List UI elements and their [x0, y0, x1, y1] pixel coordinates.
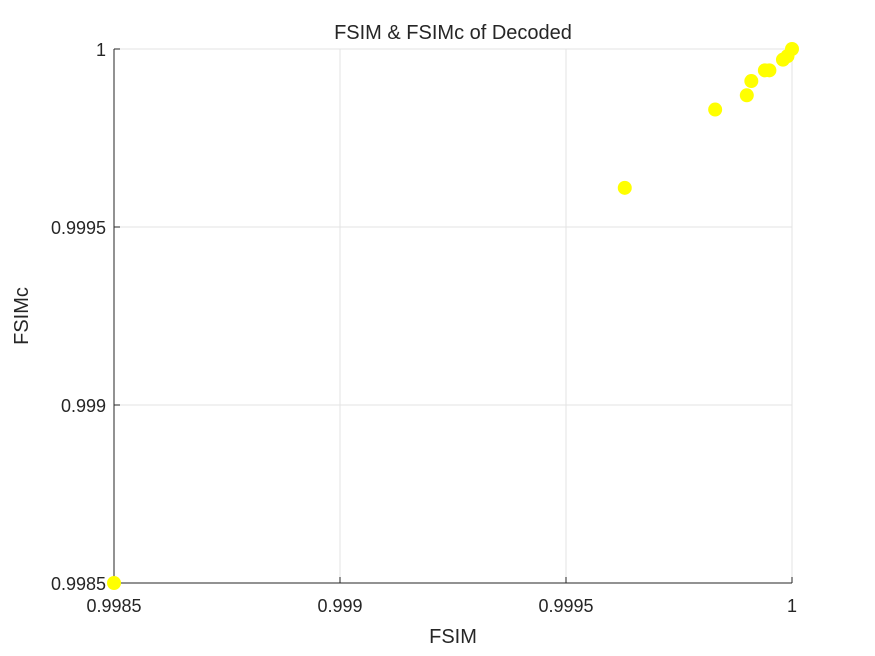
- data-point: [785, 42, 799, 56]
- x-axis-label: FSIM: [429, 626, 477, 648]
- data-point: [762, 63, 777, 78]
- data-point: [739, 88, 754, 103]
- y-tick-label: 0.9995: [51, 218, 106, 238]
- x-tick-label: 0.9985: [86, 596, 141, 616]
- axes: [113, 49, 792, 584]
- x-tick-label: 0.999: [317, 596, 362, 616]
- data-points: [107, 42, 799, 590]
- chart-title: FSIM & FSIMc of Decoded: [334, 22, 572, 44]
- data-point: [744, 74, 759, 89]
- x-tick-label: 0.9995: [538, 596, 593, 616]
- grid: [113, 48, 793, 584]
- data-point: [107, 576, 121, 590]
- y-axis-label: FSIMc: [11, 287, 33, 345]
- x-tick-label: 1: [787, 596, 797, 616]
- data-point: [617, 180, 632, 195]
- y-tick-label: 0.9985: [51, 574, 106, 594]
- y-tick-label: 0.999: [61, 396, 106, 416]
- y-tick-label: 1: [96, 40, 106, 60]
- data-point: [708, 102, 723, 117]
- ticks: 0.9985 0.999 0.9995 1 0.9985 0.999 0.9995 1: [51, 40, 797, 616]
